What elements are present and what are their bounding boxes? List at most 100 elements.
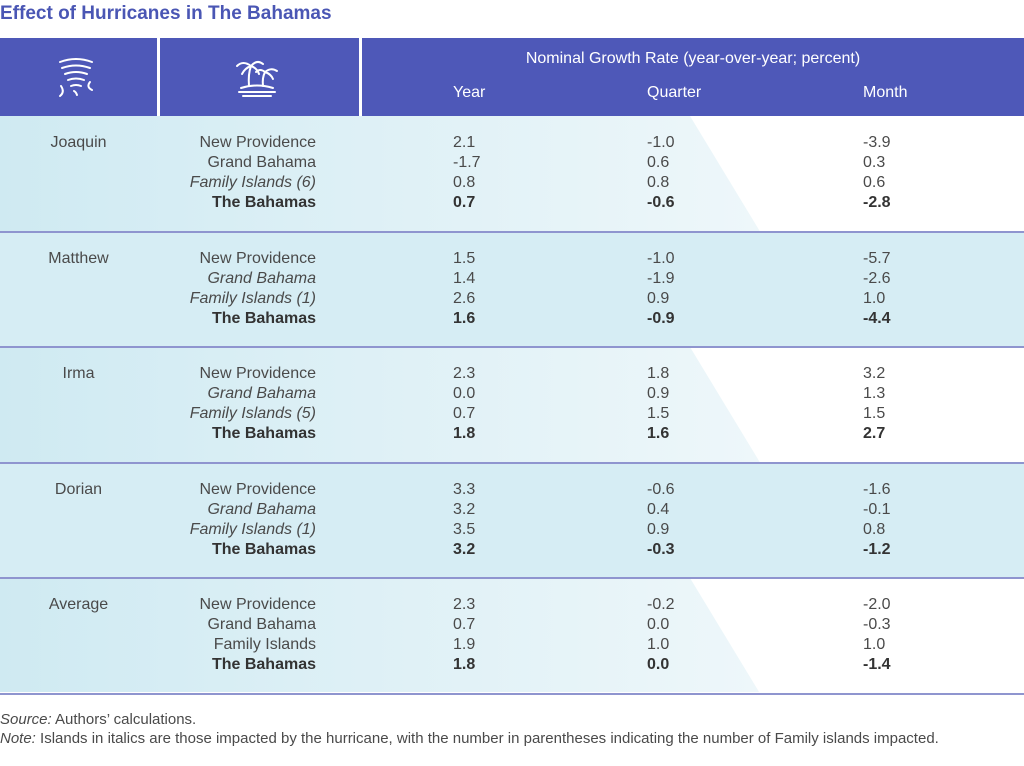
month-value: -2.8 bbox=[863, 194, 891, 211]
quarter-value: 0.0 bbox=[647, 656, 670, 673]
month-value: -4.4 bbox=[863, 309, 891, 327]
group-divider bbox=[0, 346, 1024, 348]
year-value: 0.7 bbox=[453, 616, 476, 633]
quarter-value: 0.9 bbox=[647, 520, 670, 538]
quarter-value: -0.6 bbox=[647, 480, 675, 498]
group-band-bg bbox=[0, 347, 760, 463]
quarter-value: -0.6 bbox=[647, 194, 675, 211]
quarter-value: 0.4 bbox=[647, 500, 670, 518]
quarter-value: 0.9 bbox=[647, 289, 670, 307]
quarter-value: 0.9 bbox=[647, 385, 670, 402]
column-header-year: Year bbox=[453, 84, 486, 101]
island-name: The Bahamas bbox=[211, 309, 316, 327]
month-value: -0.1 bbox=[863, 500, 891, 518]
quarter-value: -0.3 bbox=[647, 540, 675, 558]
quarter-value: -1.0 bbox=[647, 134, 675, 151]
island-name: Family Islands (6) bbox=[189, 174, 316, 191]
group-band-bg bbox=[0, 116, 760, 232]
quarter-value: 0.8 bbox=[647, 174, 670, 191]
island-name: Grand Bahama bbox=[207, 269, 316, 287]
year-value: 3.5 bbox=[453, 520, 476, 538]
quarter-value: -1.9 bbox=[647, 269, 675, 287]
month-value: 0.3 bbox=[863, 154, 886, 171]
month-value: -5.7 bbox=[863, 249, 891, 267]
column-header-quarter: Quarter bbox=[647, 84, 702, 101]
background-gradient bbox=[0, 116, 1024, 692]
island-name: The Bahamas bbox=[211, 656, 316, 673]
month-value: -1.6 bbox=[863, 480, 891, 498]
header-divider bbox=[359, 38, 362, 116]
quarter-value: -0.9 bbox=[647, 309, 675, 327]
hurricane-name: Dorian bbox=[54, 480, 103, 498]
year-value: 1.6 bbox=[453, 309, 476, 327]
island-name: The Bahamas bbox=[211, 425, 316, 442]
month-value: 0.8 bbox=[863, 520, 886, 538]
group-divider bbox=[0, 692, 1024, 695]
month-value: -2.6 bbox=[863, 269, 891, 287]
header-divider bbox=[157, 38, 160, 116]
island-name: New Providence bbox=[199, 134, 317, 151]
explanatory-note: Note: Islands in italics are those impac… bbox=[0, 730, 939, 747]
hurricane-name: Irma bbox=[62, 365, 95, 382]
quarter-value: 1.8 bbox=[647, 365, 670, 382]
table-title: Effect of Hurricanes in The Bahamas bbox=[0, 3, 332, 24]
group-divider bbox=[0, 577, 1024, 579]
quarter-value: 0.6 bbox=[647, 154, 670, 171]
hurricane-name: Average bbox=[48, 596, 109, 613]
month-value: 0.6 bbox=[863, 174, 886, 191]
quarter-value: -0.2 bbox=[647, 596, 675, 613]
island-name: Grand Bahama bbox=[207, 500, 316, 518]
island-name: Family Islands bbox=[213, 636, 316, 653]
month-value: -0.3 bbox=[863, 616, 891, 633]
island-name: Family Islands (1) bbox=[189, 289, 316, 307]
island-name: New Providence bbox=[199, 365, 317, 382]
month-value: 1.0 bbox=[863, 636, 886, 653]
month-value: 1.0 bbox=[863, 289, 886, 307]
year-value: 0.8 bbox=[453, 174, 476, 191]
group-band-bg bbox=[0, 462, 1024, 578]
quarter-value: 1.6 bbox=[647, 425, 670, 442]
island-name: New Providence bbox=[199, 249, 317, 267]
year-value: 1.8 bbox=[453, 425, 476, 442]
year-value: 1.9 bbox=[453, 636, 476, 653]
year-value: 1.5 bbox=[453, 249, 476, 267]
month-value: 1.3 bbox=[863, 385, 886, 402]
year-value: 2.6 bbox=[453, 289, 476, 307]
year-value: 0.0 bbox=[453, 385, 476, 402]
hurricane-name: Joaquin bbox=[50, 134, 107, 151]
month-value: -1.4 bbox=[863, 656, 891, 673]
year-value: 1.8 bbox=[453, 656, 476, 673]
island-name: The Bahamas bbox=[211, 540, 316, 558]
palm-island-icon bbox=[236, 60, 278, 97]
year-value: -1.7 bbox=[453, 154, 481, 171]
year-value: 2.1 bbox=[453, 134, 476, 151]
year-value: 0.7 bbox=[453, 405, 476, 422]
hurricane-name: Matthew bbox=[48, 249, 109, 267]
quarter-value: 0.0 bbox=[647, 616, 670, 633]
table-footer: Source: Authors’ calculations. Note: Isl… bbox=[0, 710, 1024, 748]
month-value: 2.7 bbox=[863, 425, 886, 442]
hurricane-table: Nominal Growth Rate (year-over-year; per… bbox=[0, 38, 1024, 695]
year-value: 3.2 bbox=[453, 540, 476, 558]
source-note: Source: Authors’ calculations. bbox=[0, 711, 197, 728]
group-band-bg bbox=[0, 231, 1024, 347]
month-value: 1.5 bbox=[863, 405, 886, 422]
year-value: 2.3 bbox=[453, 596, 476, 613]
island-name: New Providence bbox=[199, 480, 317, 498]
month-value: -3.9 bbox=[863, 134, 891, 151]
island-name: Family Islands (5) bbox=[189, 405, 316, 422]
month-value: -2.0 bbox=[863, 596, 891, 613]
island-name: New Providence bbox=[199, 596, 317, 613]
group-divider bbox=[0, 230, 1024, 233]
year-value: 3.2 bbox=[453, 500, 476, 518]
quarter-value: 1.5 bbox=[647, 405, 670, 422]
year-value: 3.3 bbox=[453, 480, 476, 498]
island-name: Grand Bahama bbox=[207, 616, 316, 633]
quarter-value: 1.0 bbox=[647, 636, 670, 653]
hurricane-icon bbox=[59, 58, 93, 97]
column-header-month: Month bbox=[863, 84, 908, 101]
month-value: -1.2 bbox=[863, 540, 891, 558]
year-value: 1.4 bbox=[453, 269, 476, 287]
group-divider bbox=[0, 461, 1024, 464]
year-value: 0.7 bbox=[453, 194, 476, 211]
